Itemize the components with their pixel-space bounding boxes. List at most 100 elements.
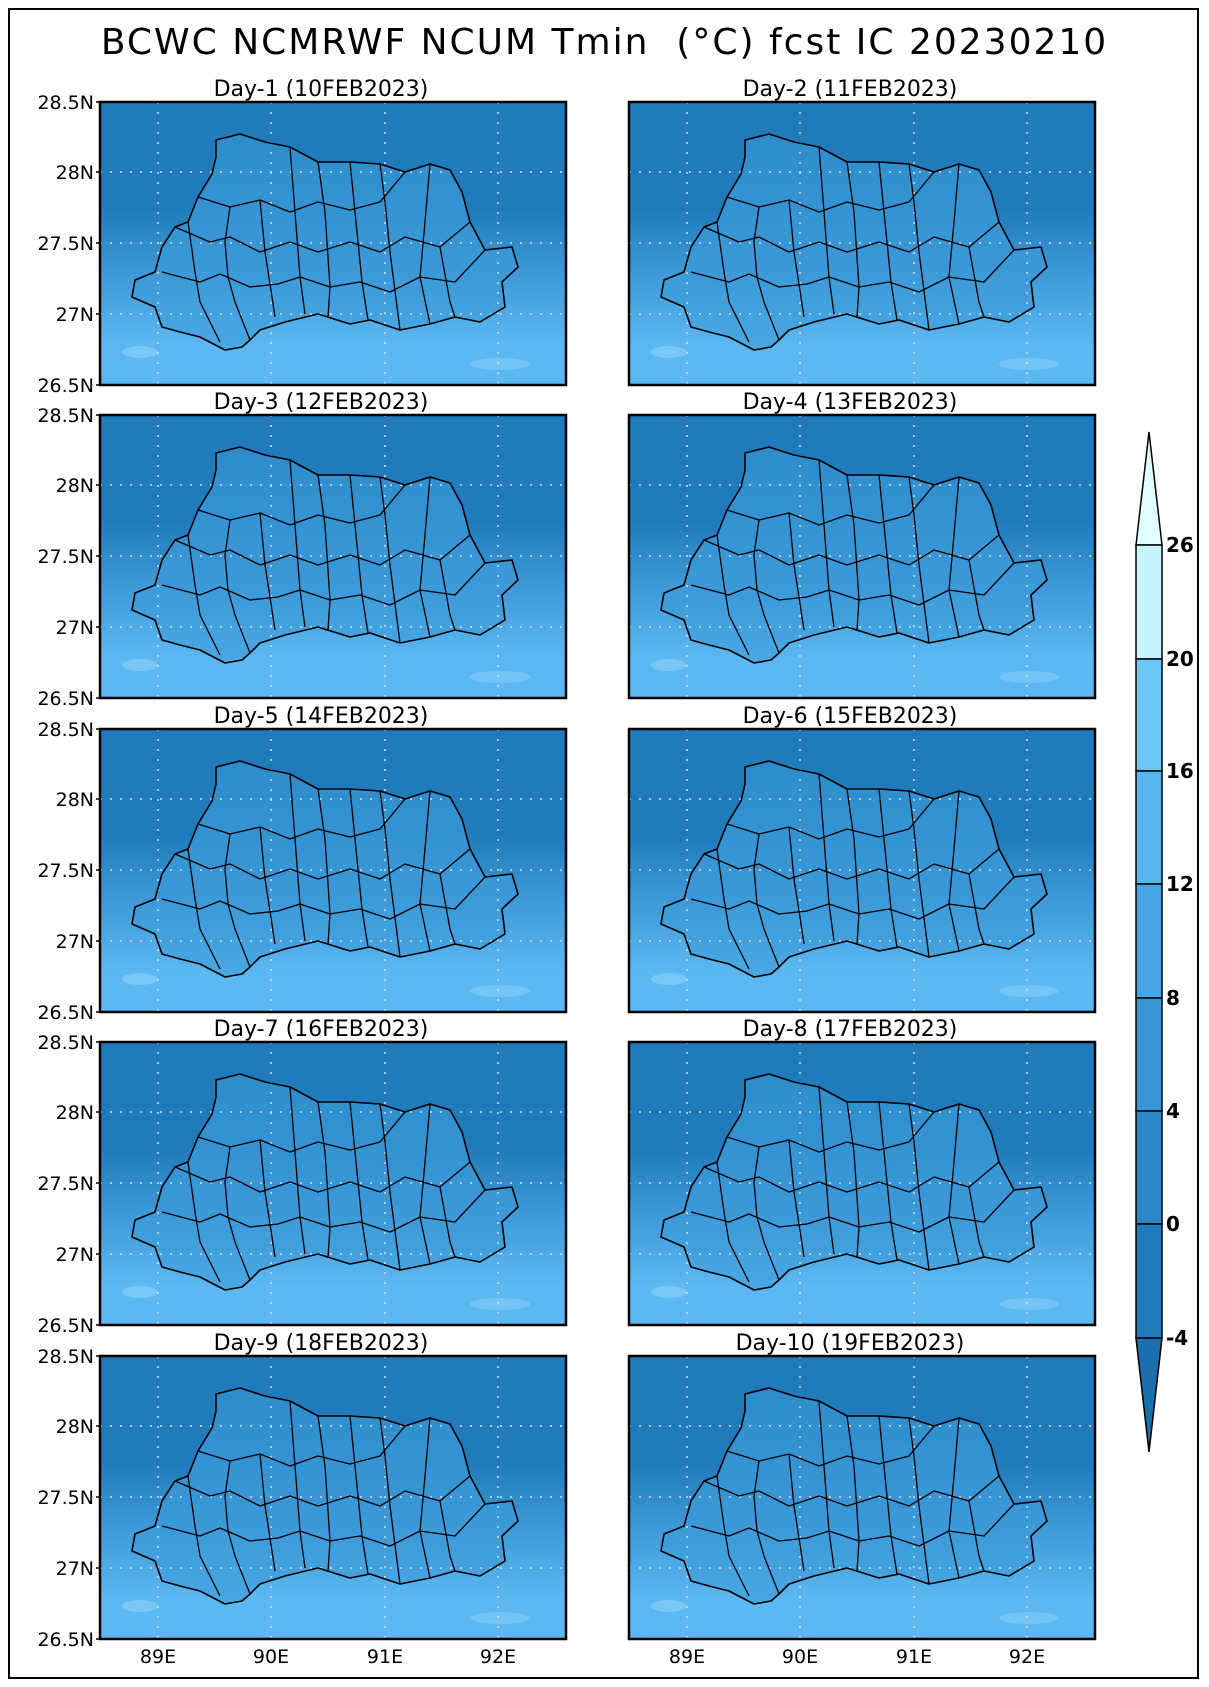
- district-border: [726, 798, 935, 840]
- district-border: [289, 459, 306, 628]
- colorbar-segment: [1135, 658, 1163, 772]
- district-border: [259, 1139, 276, 1258]
- panel-title: Day-5 (14FEB2023): [214, 704, 429, 729]
- latitude-label: 27N: [56, 1244, 94, 1266]
- district-border: [224, 833, 251, 968]
- colorbar-label: 26: [1166, 533, 1194, 557]
- longitude-label: 91E: [896, 1646, 932, 1668]
- latitude-label: 28N: [56, 789, 94, 811]
- country-fill: [132, 1074, 518, 1290]
- district-border: [948, 163, 960, 325]
- district-border: [259, 199, 276, 318]
- district-border: [968, 246, 985, 318]
- longitude-label: 90E: [782, 1646, 818, 1668]
- district-border: [818, 459, 835, 628]
- map-panel: Day-4 (13FEB2023): [627, 390, 1097, 700]
- district-border: [703, 1161, 1000, 1193]
- district-border: [690, 1503, 1015, 1547]
- latitude-label: 26.5N: [37, 1629, 94, 1651]
- district-border: [224, 1460, 251, 1595]
- latitude-label: 27.5N: [37, 1487, 94, 1509]
- warm-patch: [122, 659, 158, 671]
- district-border: [846, 788, 860, 945]
- panel-title: Day-3 (12FEB2023): [214, 390, 429, 415]
- district-border: [349, 474, 369, 634]
- panel-title: Day-9 (18FEB2023): [214, 1331, 429, 1356]
- district-border: [753, 519, 780, 654]
- district-border: [690, 1189, 1015, 1233]
- district-border: [187, 1161, 221, 1283]
- district-border: [317, 788, 331, 945]
- district-border: [846, 1101, 860, 1258]
- district-border: [788, 1139, 805, 1258]
- panel-title: Day-8 (17FEB2023): [743, 1017, 958, 1042]
- colorbar-label: 0: [1166, 1212, 1180, 1236]
- district-border: [788, 199, 805, 318]
- district-border: [818, 773, 835, 942]
- country-fill: [132, 1388, 518, 1604]
- country-fill: [661, 761, 1047, 977]
- district-border: [788, 512, 805, 631]
- map-panel: Day-10 (19FEB2023) 89E 90E 91E 92E: [627, 1331, 1097, 1668]
- district-border: [846, 161, 860, 318]
- district-border: [439, 873, 456, 945]
- district-border: [379, 1417, 401, 1585]
- district-border: [289, 1400, 306, 1569]
- district-border: [349, 1415, 369, 1575]
- map-panel: Day-9 (18FEB2023) 28.5N 28N 27.5N 27N 26.5N 89…: [37, 1331, 568, 1668]
- district-border: [349, 788, 369, 948]
- country-fill: [661, 1074, 1047, 1290]
- district-border: [317, 1415, 331, 1572]
- district-border: [948, 476, 960, 638]
- latitude-label: 27.5N: [37, 233, 94, 255]
- district-border: [846, 474, 860, 631]
- warm-patch: [470, 671, 530, 683]
- longitude-label: 92E: [480, 1646, 516, 1668]
- district-border: [289, 773, 306, 942]
- map-panel: Day-1 (10FEB2023) 28.5N 28N 27.5N 27N 26.5N: [37, 77, 568, 397]
- country-fill: [132, 134, 518, 350]
- district-border: [878, 1415, 898, 1575]
- district-border: [908, 476, 930, 644]
- district-border: [187, 848, 221, 970]
- district-border: [224, 1146, 251, 1281]
- colorbar: 26 20 16 12 8 4 0 -4: [1135, 431, 1194, 1453]
- district-border: [818, 1086, 835, 1255]
- colorbar-label: 8: [1166, 986, 1180, 1010]
- district-border: [878, 474, 898, 634]
- district-border: [726, 171, 935, 213]
- district-border: [419, 163, 431, 325]
- latitude-label: 27.5N: [37, 546, 94, 568]
- district-border: [878, 1101, 898, 1261]
- district-border: [753, 1146, 780, 1281]
- district-border: [161, 1503, 486, 1547]
- panel-frame: [627, 413, 1097, 700]
- warm-patch: [122, 346, 158, 358]
- warm-patch: [470, 985, 530, 997]
- district-border: [187, 221, 221, 343]
- colorbar-segment: [1135, 770, 1163, 885]
- district-border: [419, 1417, 431, 1579]
- latitude-label: 26.5N: [37, 688, 94, 710]
- district-border: [379, 476, 401, 644]
- district-border: [174, 1475, 471, 1507]
- colorbar-segment: [1135, 544, 1163, 660]
- district-border: [726, 1425, 935, 1467]
- warm-patch: [651, 659, 687, 671]
- district-border: [968, 559, 985, 631]
- colorbar-segment: [1135, 1223, 1163, 1339]
- panel-title: Day-4 (13FEB2023): [743, 390, 958, 415]
- district-border: [317, 161, 331, 318]
- district-border: [788, 1453, 805, 1572]
- latitude-label: 28N: [56, 475, 94, 497]
- colorbar-segment: [1135, 997, 1163, 1112]
- district-border: [419, 476, 431, 638]
- latitude-label: 28.5N: [37, 719, 94, 741]
- district-border: [197, 1111, 406, 1153]
- district-border: [439, 1500, 456, 1572]
- longitude-label: 90E: [253, 1646, 289, 1668]
- page-title: BCWC NCMRWF NCUM Tmin (°C) fcst IC 20230…: [100, 22, 1109, 63]
- district-border: [439, 559, 456, 631]
- colorbar-segment: [1135, 883, 1163, 999]
- district-border: [259, 826, 276, 945]
